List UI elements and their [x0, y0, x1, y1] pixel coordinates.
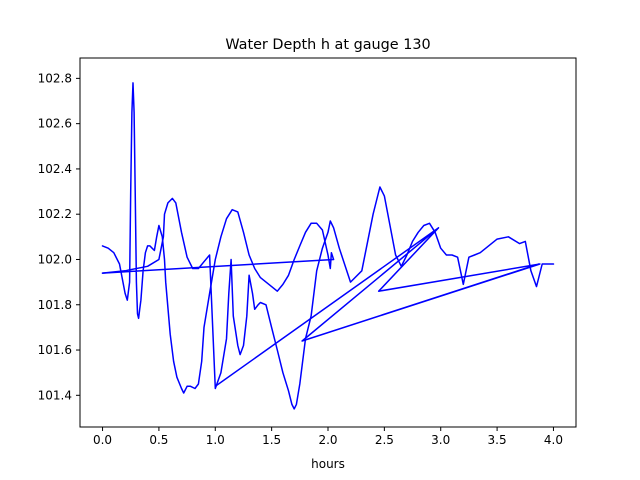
y-tick-label: 101.6 — [38, 343, 72, 357]
x-tick-label: 2.0 — [318, 433, 337, 447]
chart-title: Water Depth h at gauge 130 — [225, 37, 430, 53]
plot-area: 0.0 0.5 1.0 1.5 2.0 2.5 3.0 3.5 4.0 101.4 101.6 101… — [38, 57, 577, 447]
x-tick-label: 0.5 — [149, 433, 168, 447]
y-tick-label: 101.8 — [38, 298, 72, 312]
y-tick-label: 102.2 — [38, 207, 72, 221]
x-axis-label: hours — [311, 457, 345, 471]
y-tick-label: 101.4 — [38, 388, 72, 402]
series-line-2 — [101, 186, 555, 410]
y-tick-label: 102.8 — [38, 71, 72, 85]
x-tick-label: 1.0 — [206, 433, 225, 447]
x-tick-label: 4.0 — [544, 433, 563, 447]
series-line-1 — [101, 82, 335, 394]
x-tick-label: 3.0 — [431, 433, 450, 447]
x-tick-label: 1.5 — [262, 433, 281, 447]
y-tick-label: 102.0 — [38, 252, 72, 266]
series-line-3 — [214, 227, 541, 388]
x-tick-label: 2.5 — [375, 433, 394, 447]
y-tick-label: 102.4 — [38, 162, 72, 176]
y-tick-label: 102.6 — [38, 117, 72, 131]
plot-frame — [79, 57, 577, 428]
x-tick-label: 3.5 — [488, 433, 507, 447]
x-tick-label: 0.0 — [93, 433, 112, 447]
